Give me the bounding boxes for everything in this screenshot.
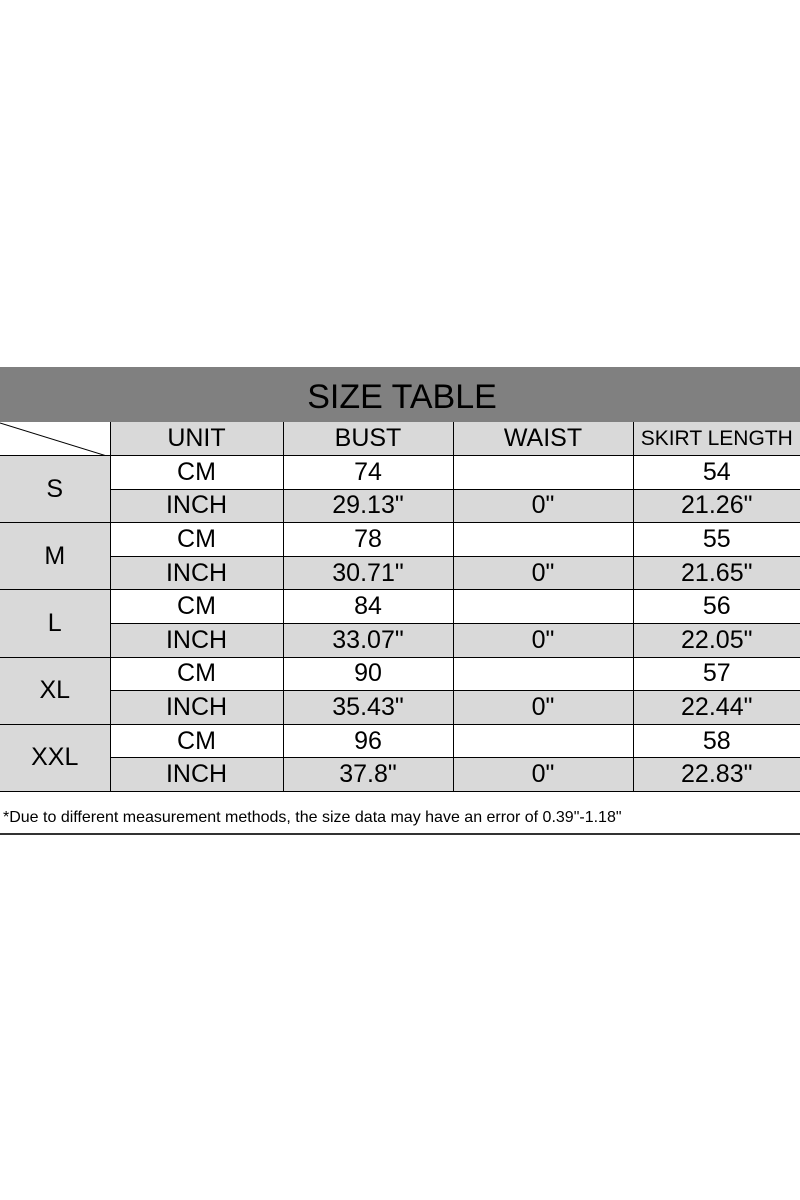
waist-cell: 0"	[452, 488, 634, 524]
table-row-inch: INCH 33.07" 0" 22.05"	[0, 622, 800, 658]
unit-cell: INCH	[109, 488, 284, 524]
unit-cell: CM	[109, 656, 284, 692]
waist-cell	[452, 723, 634, 759]
bust-cell: 30.71"	[282, 555, 454, 591]
bust-cell: 29.13"	[282, 488, 454, 524]
bust-cell: 35.43"	[282, 690, 454, 725]
skirt-length-cell: 22.05"	[632, 622, 800, 658]
waist-cell: 0"	[452, 622, 634, 658]
waist-cell	[452, 522, 634, 557]
waist-cell	[452, 455, 634, 490]
table-row-inch: INCH 29.13" 0" 21.26"	[0, 488, 800, 524]
header-row: UNIT BUST WAIST SKIRT LENGTH	[0, 422, 800, 456]
table-row-cm: L CM 84 56	[0, 589, 800, 658]
bust-cell: 37.8"	[282, 757, 454, 792]
unit-cell: INCH	[109, 622, 284, 658]
table-row-cm: XXL CM 96 58	[0, 723, 800, 792]
header-skirt-length: SKIRT LENGTH	[632, 422, 800, 456]
bust-cell: 96	[282, 723, 454, 759]
waist-cell: 0"	[452, 690, 634, 725]
skirt-length-cell: 54	[632, 455, 800, 490]
skirt-length-cell: 21.65"	[632, 555, 800, 591]
header-bust: BUST	[282, 422, 454, 456]
table-row-inch: INCH 30.71" 0" 21.65"	[0, 555, 800, 591]
unit-cell: INCH	[109, 555, 284, 591]
bust-cell: 78	[282, 522, 454, 557]
skirt-length-cell: 55	[632, 522, 800, 557]
bust-cell: 33.07"	[282, 622, 454, 658]
title-bar: SIZE TABLE	[0, 367, 800, 422]
table-row-inch: INCH 35.43" 0" 22.44"	[0, 690, 800, 725]
header-waist: WAIST	[452, 422, 634, 456]
size-label: XXL	[0, 723, 111, 792]
unit-cell: CM	[109, 522, 284, 557]
bust-cell: 74	[282, 455, 454, 490]
header-unit: UNIT	[109, 422, 284, 456]
skirt-length-cell: 22.83"	[632, 757, 800, 792]
table-row-inch: INCH 37.8" 0" 22.83"	[0, 757, 800, 792]
skirt-length-cell: 58	[632, 723, 800, 759]
unit-cell: INCH	[109, 757, 284, 792]
size-label: S	[0, 454, 111, 524]
waist-cell	[452, 656, 634, 692]
size-label: M	[0, 522, 111, 591]
skirt-length-cell: 56	[632, 589, 800, 624]
unit-cell: CM	[109, 589, 284, 624]
waist-cell: 0"	[452, 555, 634, 591]
size-label: XL	[0, 656, 111, 725]
skirt-length-cell: 21.26"	[632, 488, 800, 524]
footnote: *Due to different measurement methods, t…	[0, 803, 800, 835]
bust-cell: 84	[282, 589, 454, 624]
unit-cell: CM	[109, 723, 284, 759]
unit-cell: INCH	[109, 690, 284, 725]
waist-cell	[452, 589, 634, 624]
skirt-length-cell: 57	[632, 656, 800, 692]
diagonal-line	[0, 422, 104, 455]
size-table: UNIT BUST WAIST SKIRT LENGTH S CM 74 54 INCH…	[0, 422, 800, 792]
page-title: SIZE TABLE	[307, 378, 497, 416]
corner-cell	[0, 422, 111, 456]
bust-cell: 90	[282, 656, 454, 692]
table-row-cm: S CM 74 54	[0, 454, 800, 524]
size-label: L	[0, 589, 111, 658]
waist-cell: 0"	[452, 757, 634, 792]
table-row-cm: XL CM 90 57	[0, 656, 800, 725]
skirt-length-cell: 22.44"	[632, 690, 800, 725]
table-row-cm: M CM 78 55	[0, 522, 800, 591]
unit-cell: CM	[109, 455, 284, 490]
